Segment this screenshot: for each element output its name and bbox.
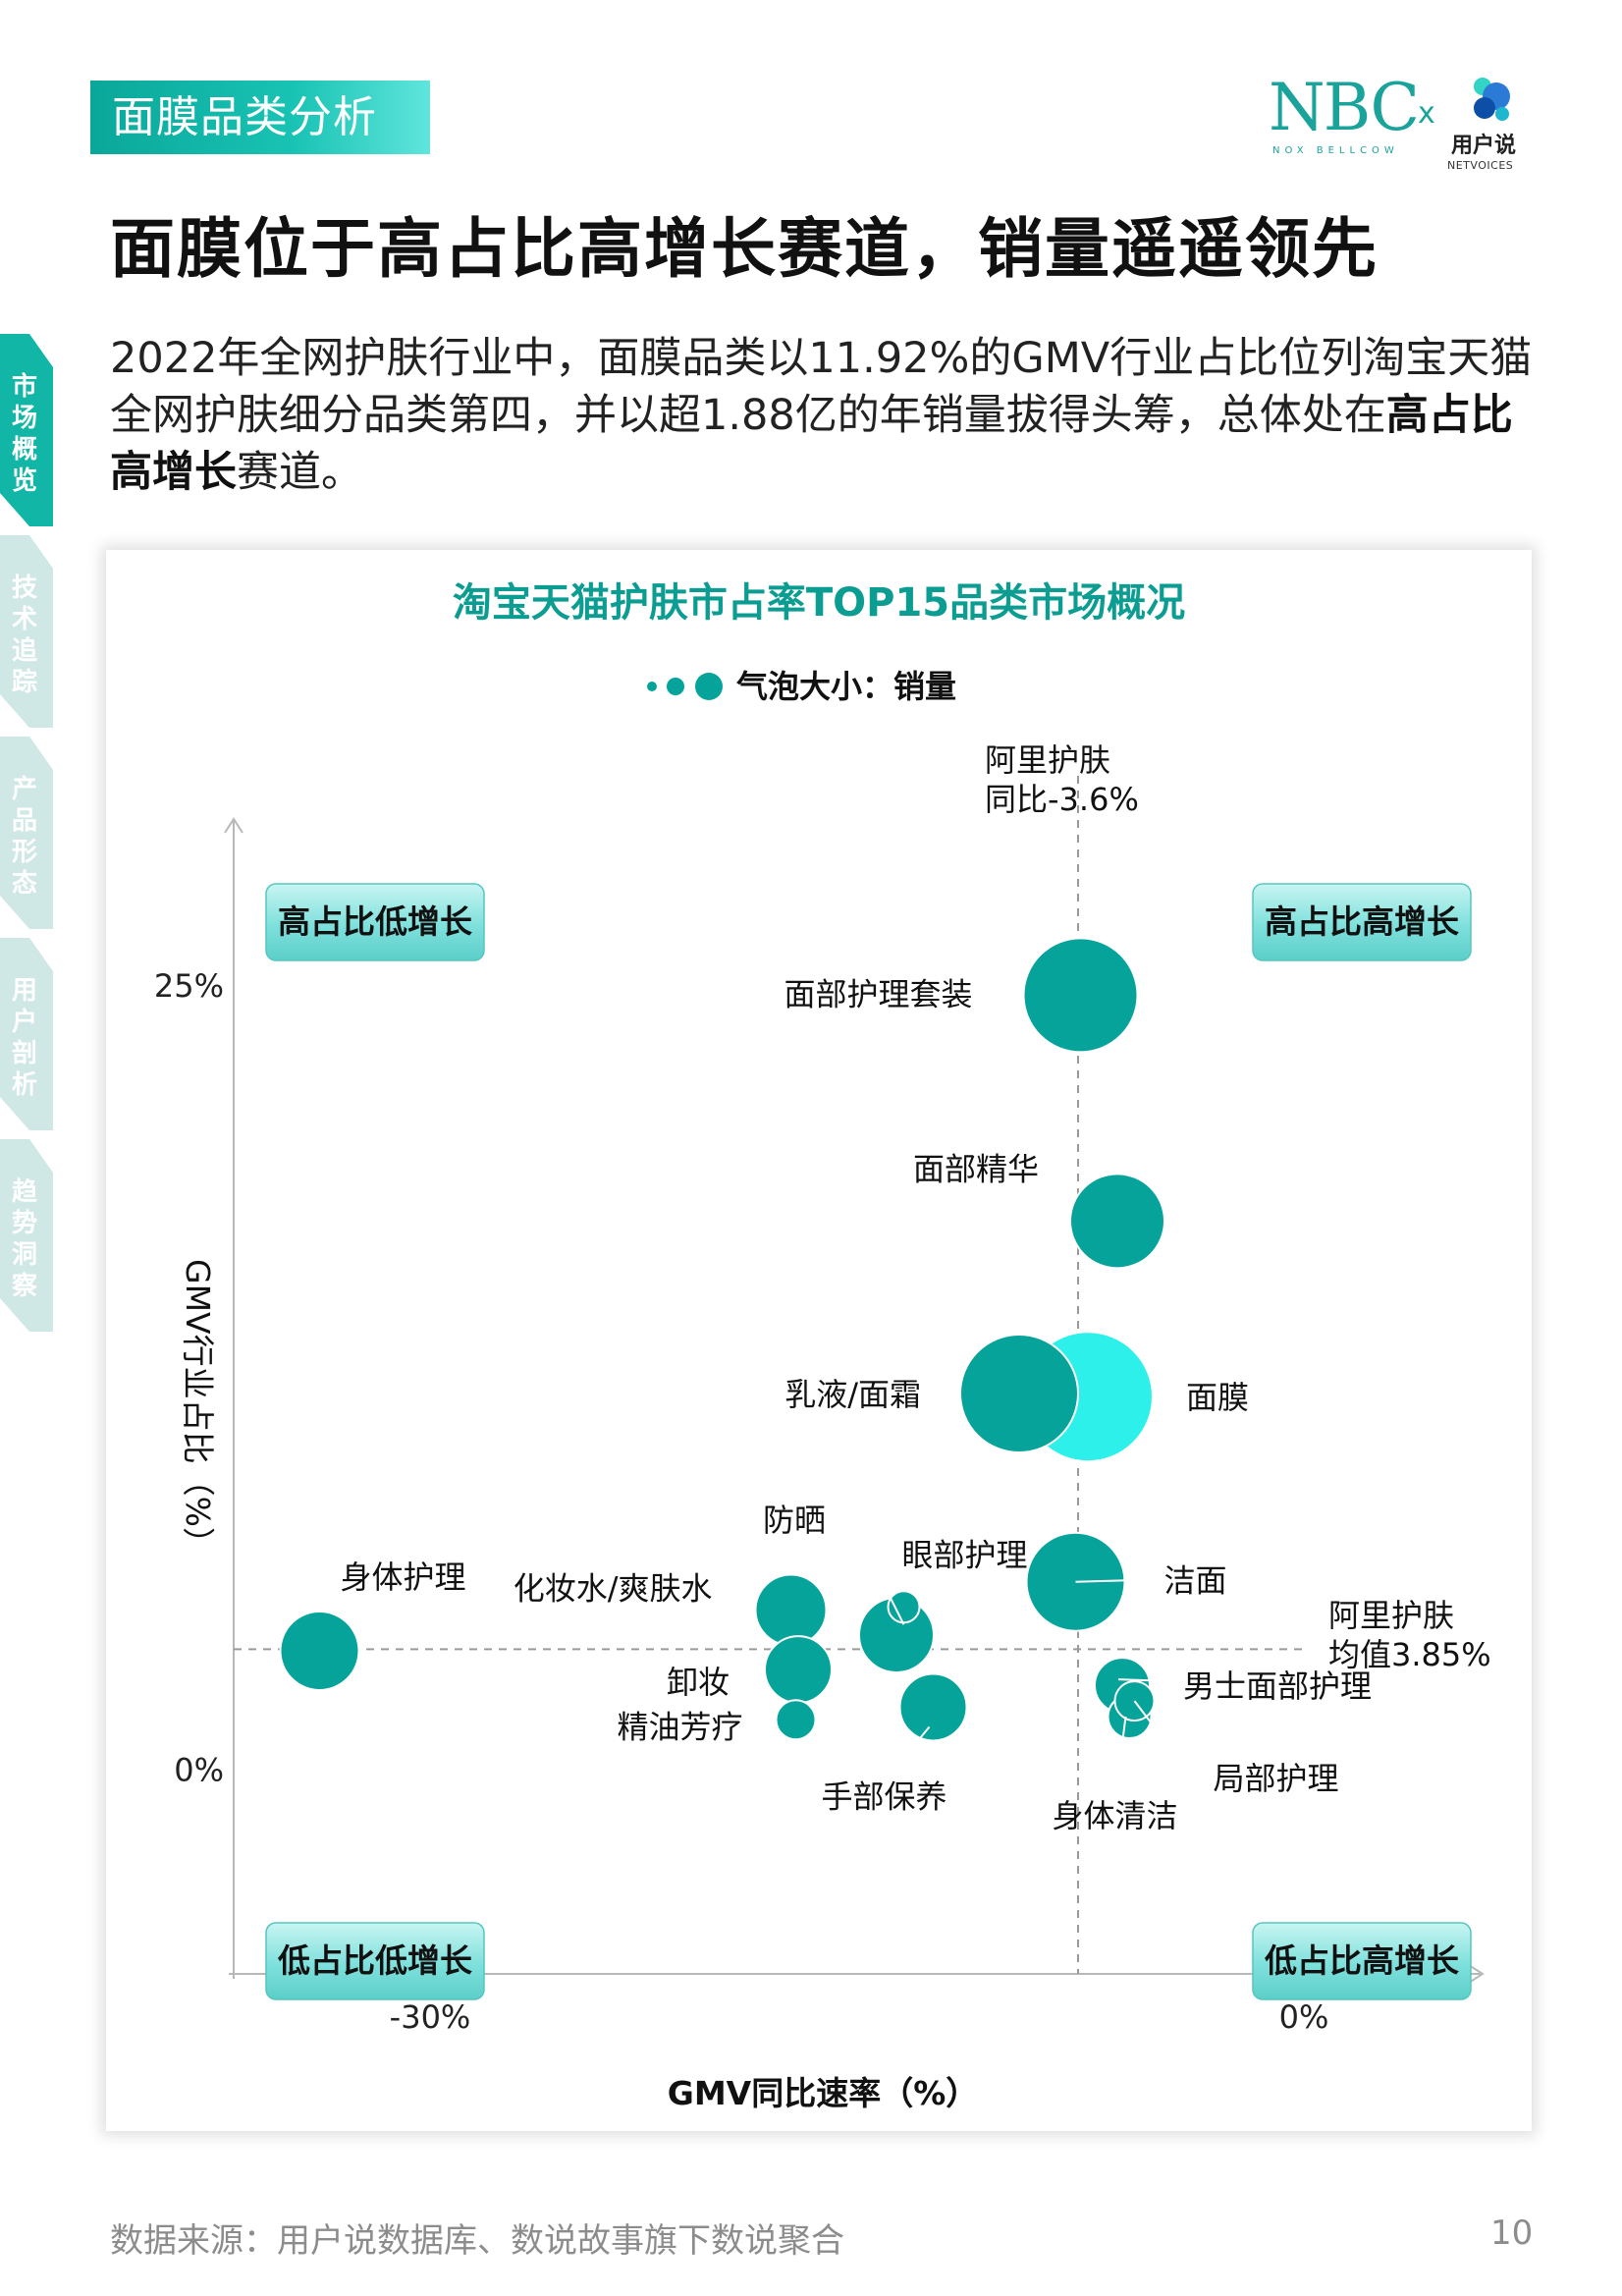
quadrant-label-top-right: 高占比高增长 <box>1265 902 1459 941</box>
netvoices-logo-icon <box>1474 78 1510 121</box>
bubble-label: 面膜 <box>1186 1379 1249 1416</box>
legend-bubble-icon <box>667 678 684 695</box>
section-tag: 面膜品类分析 <box>90 81 430 154</box>
bubble-label: 手部保养 <box>821 1777 946 1815</box>
page-number: 10 <box>1490 2214 1534 2253</box>
bubble-label: 化妆水/爽肤水 <box>514 1569 713 1607</box>
leader-line <box>865 1549 905 1625</box>
side-tab-product-form[interactable]: 产品形态 <box>0 737 53 929</box>
intro-highlight: 高占比高增长 <box>110 391 1513 497</box>
side-tab-label: 市场概览 <box>11 372 37 496</box>
quadrant-box-bottom-left <box>265 1922 485 2000</box>
bubble-point <box>775 1699 817 1741</box>
side-tab-shape <box>0 1139 53 1332</box>
y-tick-label: 25% <box>154 967 224 1005</box>
bubble-label: 眼部护理 <box>901 1536 1027 1573</box>
side-tab-shape <box>0 737 53 929</box>
y-tick-label: 0% <box>174 1751 224 1788</box>
side-tab-shape <box>0 938 53 1130</box>
y-axis-arrow-icon <box>224 817 243 834</box>
side-tab-shape <box>0 535 53 728</box>
bubble-label: 精油芳疗 <box>617 1708 742 1745</box>
leader-line <box>1114 1716 1127 1794</box>
nbc-logo-subtitle: NOX BELLCOW <box>1272 145 1399 156</box>
x-axis-arrow-icon <box>1468 1964 1485 1984</box>
bubble-point <box>754 1573 828 1647</box>
bubble-label: 局部护理 <box>1214 1760 1339 1797</box>
bubble-label: 身体护理 <box>340 1558 465 1596</box>
bubble-label: 面部精华 <box>913 1150 1039 1187</box>
intro-paragraph: 2022年全网护肤行业中，面膜品类以11.92%的GMV行业占比位列淘宝天猫全网… <box>110 330 1534 501</box>
bubble-label: 洁面 <box>1164 1562 1227 1600</box>
netvoices-logo-en: NETVOICES <box>1447 159 1514 172</box>
logo-area: NBC NOX BELLCOW x 用户说 NETVOICES <box>1255 69 1540 177</box>
bubble-point <box>898 1672 968 1742</box>
bubble-label: 面部护理套装 <box>784 975 972 1012</box>
bubble-point <box>1022 937 1139 1054</box>
bubble-label: 男士面部护理 <box>1183 1667 1372 1705</box>
side-tab-label: 用户剖析 <box>11 976 37 1100</box>
side-tab-label: 技术追踪 <box>11 574 37 697</box>
leader-line <box>1133 1700 1179 1759</box>
quadrant-label-top-left: 高占比低增长 <box>278 902 472 941</box>
side-tab-market-overview[interactable]: 市场概览 <box>0 334 53 526</box>
side-tab-tech-tracking[interactable]: 技术追踪 <box>0 535 53 728</box>
quadrant-box-top-left <box>265 883 485 961</box>
reference-label-x: 同比-3.6% <box>985 781 1139 818</box>
bubble-label: 卸妆 <box>667 1664 730 1701</box>
bubble-label: 乳液/面霜 <box>784 1376 921 1413</box>
leader-line <box>892 1725 931 1772</box>
netvoices-logo-cn: 用户说 <box>1451 134 1517 158</box>
quadrant-box-bottom-right <box>1252 1922 1472 2000</box>
x-axis-title: GMV同比速率（%） <box>668 2074 979 2112</box>
nbc-logo: NBC <box>1269 70 1420 145</box>
x-tick-label: -30% <box>390 1998 471 2036</box>
bubble-point <box>1069 1173 1165 1270</box>
bubble-point <box>279 1610 360 1691</box>
intro-tail: 赛道。 <box>237 448 363 497</box>
data-source-note: 数据来源：用户说数据库、数说故事旗下数说聚合 <box>110 2221 844 2261</box>
legend-bubble-icon <box>647 682 657 691</box>
x-tick-label: 0% <box>1279 1998 1329 2036</box>
chart-card: 淘宝天猫护肤市占率TOP15品类市场概况气泡大小：销量 25% 0% -30% 0% GM… <box>106 550 1532 2131</box>
bubble-label: 防晒 <box>763 1502 826 1539</box>
leader-line <box>1117 1678 1178 1683</box>
page-title: 面膜位于高占比高增长赛道，销量遥遥领先 <box>110 211 1379 287</box>
side-tab-trend-insight[interactable]: 趋势洞察 <box>0 1139 53 1332</box>
intro-text: 2022年全网护肤行业中，面膜品类以11.92%的GMV行业占比位列淘宝天猫全网… <box>110 334 1533 440</box>
side-tab-label: 产品形态 <box>11 775 37 899</box>
side-tab-shape <box>0 334 53 526</box>
legend-label: 气泡大小：销量 <box>736 668 956 705</box>
quadrant-label-bottom-left: 低占比低增长 <box>278 1941 472 1980</box>
quadrant-label-bottom-right: 低占比高增长 <box>1265 1941 1459 1980</box>
side-tab-user-analysis[interactable]: 用户剖析 <box>0 938 53 1130</box>
logo-separator: x <box>1418 96 1435 131</box>
reference-label-y: 阿里护肤 <box>1328 1597 1454 1634</box>
bubble-point <box>887 1590 921 1624</box>
chart-title: 淘宝天猫护肤市占率TOP15品类市场概况 <box>453 580 1185 626</box>
reference-label-y: 均值3.85% <box>1328 1636 1491 1673</box>
leader-line <box>1075 1578 1147 1583</box>
reference-label-x: 阿里护肤 <box>985 741 1110 779</box>
legend-bubble-icon <box>695 673 723 700</box>
bubble-point <box>959 1334 1079 1454</box>
bubble-label: 身体清洁 <box>1052 1797 1177 1834</box>
legend: 气泡大小：销量 <box>647 668 956 705</box>
side-tab-label: 趋势洞察 <box>11 1177 37 1301</box>
y-axis-title: GMV行业占比（%） <box>179 1259 217 1559</box>
quadrant-box-top-right <box>1252 883 1472 961</box>
bubble-point <box>764 1635 833 1705</box>
